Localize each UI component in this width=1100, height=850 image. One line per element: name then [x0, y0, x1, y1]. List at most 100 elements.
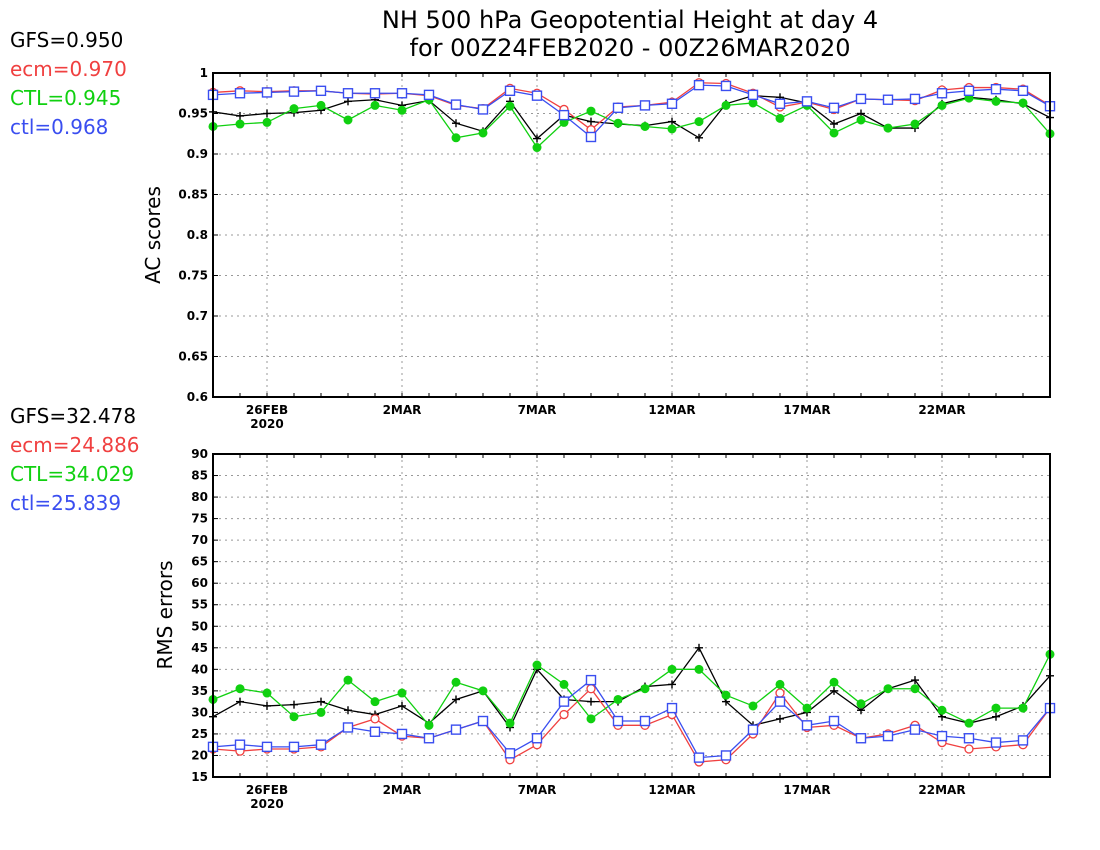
marker-square-ctl [531, 733, 543, 744]
marker-square-ctl [693, 79, 705, 91]
y-tick-label: 75 [191, 512, 208, 526]
marker-dot-CTL [721, 690, 731, 700]
rms-errors-panel: 15 20 25 30 35 40 45 50 55 60 65 70 75 80 85 90 26FEB202… [153, 447, 1056, 811]
marker-dot-CTL [451, 677, 461, 687]
x-tick-label: 17MAR [783, 783, 830, 797]
marker-square-ctl [396, 88, 408, 99]
marker-plus-GFS [236, 111, 244, 120]
marker-circle-ecm [586, 684, 596, 694]
marker-dot-CTL [883, 684, 893, 694]
y-tick-label: 40 [191, 662, 208, 676]
marker-square-ctl [882, 94, 894, 105]
marker-square-ctl [693, 752, 705, 763]
marker-square-ctl [585, 131, 597, 143]
marker-square-ctl [747, 89, 759, 101]
marker-plus-GFS [668, 117, 676, 126]
marker-plus-GFS [452, 119, 460, 128]
marker-dot-CTL [721, 100, 731, 110]
marker-dot-CTL [937, 705, 947, 715]
marker-square-ctl [990, 83, 1002, 95]
marker-dot-CTL [856, 115, 866, 125]
marker-dot-CTL [586, 106, 596, 116]
marker-dot-CTL [235, 684, 245, 694]
marker-square-ctl [288, 741, 300, 753]
marker-dot-CTL [640, 121, 650, 131]
marker-dot-CTL [478, 128, 488, 138]
marker-square-ctl [666, 98, 678, 109]
marker-plus-GFS [533, 134, 541, 143]
marker-square-ctl [369, 88, 381, 99]
marker-dot-CTL [478, 686, 488, 696]
marker-square-ctl [450, 99, 462, 110]
marker-dot-CTL [613, 118, 623, 128]
marker-plus-GFS [695, 643, 703, 652]
marker-square-ctl [450, 724, 462, 735]
series-line-CTL [212, 97, 1051, 149]
marker-dot-CTL [289, 104, 299, 114]
marker-plus-GFS [344, 97, 352, 106]
marker-plus-GFS [911, 676, 919, 685]
marker-dot-CTL [775, 679, 785, 689]
marker-dot-CTL [289, 712, 299, 722]
marker-circle-ecm [370, 714, 380, 724]
y-tick-label: 60 [191, 576, 208, 590]
marker-dot-CTL [694, 664, 704, 674]
marker-dot-CTL [883, 123, 893, 133]
y-tick-label: 85 [191, 469, 208, 483]
marker-dot-CTL [667, 664, 677, 674]
marker-dot-CTL [748, 98, 758, 108]
y-tick-label: 25 [191, 727, 208, 741]
y-tick-label: 30 [191, 705, 208, 719]
marker-square-ctl [342, 722, 354, 733]
marker-dot-CTL [694, 117, 704, 127]
marker-dot-CTL [802, 703, 812, 713]
marker-dot-CTL [856, 699, 866, 709]
marker-plus-GFS [263, 701, 271, 710]
marker-dot-CTL [370, 697, 380, 707]
marker-plus-GFS [830, 120, 838, 129]
y-tick-label: 50 [191, 619, 208, 633]
marker-dot-CTL [937, 100, 947, 110]
x-tick-label: 7MAR [518, 783, 557, 797]
marker-dot-CTL [613, 694, 623, 704]
y-tick-label: 0.7 [187, 309, 208, 323]
marker-square-ctl [801, 96, 813, 107]
marker-plus-GFS [776, 714, 784, 723]
marker-square-ctl [369, 726, 381, 737]
series-line-ctl [212, 84, 1051, 138]
marker-square-ctl [963, 85, 975, 97]
marker-dot-CTL [640, 684, 650, 694]
marker-square-ctl [774, 696, 786, 707]
stat-label-2: CTL=0.945 [10, 86, 121, 110]
y-tick-label: 80 [191, 490, 208, 504]
marker-plus-GFS [398, 701, 406, 710]
marker-plus-GFS [695, 133, 703, 142]
marker-square-ctl [612, 715, 624, 727]
marker-dot-CTL [262, 117, 272, 127]
marker-dot-CTL [964, 718, 974, 728]
marker-dot-CTL [991, 703, 1001, 713]
plot-frame [212, 453, 1051, 778]
x-tick-label: 26FEB [246, 403, 288, 417]
y-tick-label: 0.9 [187, 147, 208, 161]
marker-square-ctl [342, 88, 354, 99]
y-tick-label: 90 [191, 447, 208, 461]
x-tick-label: 2MAR [383, 783, 422, 797]
marker-square-ctl [261, 87, 273, 98]
x-tick-sublabel: 2020 [250, 417, 283, 431]
marker-square-ctl [666, 702, 678, 714]
marker-dot-CTL [451, 133, 461, 143]
marker-dot-CTL [316, 100, 326, 110]
marker-plus-GFS [236, 697, 244, 706]
marker-square-ctl [234, 739, 246, 750]
x-tick-label: 22MAR [918, 783, 965, 797]
marker-square-ctl [288, 86, 300, 97]
marker-square-ctl [261, 741, 273, 753]
marker-dot-CTL [586, 714, 596, 724]
marker-dot-CTL [829, 677, 839, 687]
stat-label-1: ecm=0.970 [10, 57, 127, 81]
stat-label-3: ctl=0.968 [10, 115, 108, 139]
marker-square-ctl [639, 100, 651, 111]
y-tick-label: 15 [191, 770, 208, 784]
